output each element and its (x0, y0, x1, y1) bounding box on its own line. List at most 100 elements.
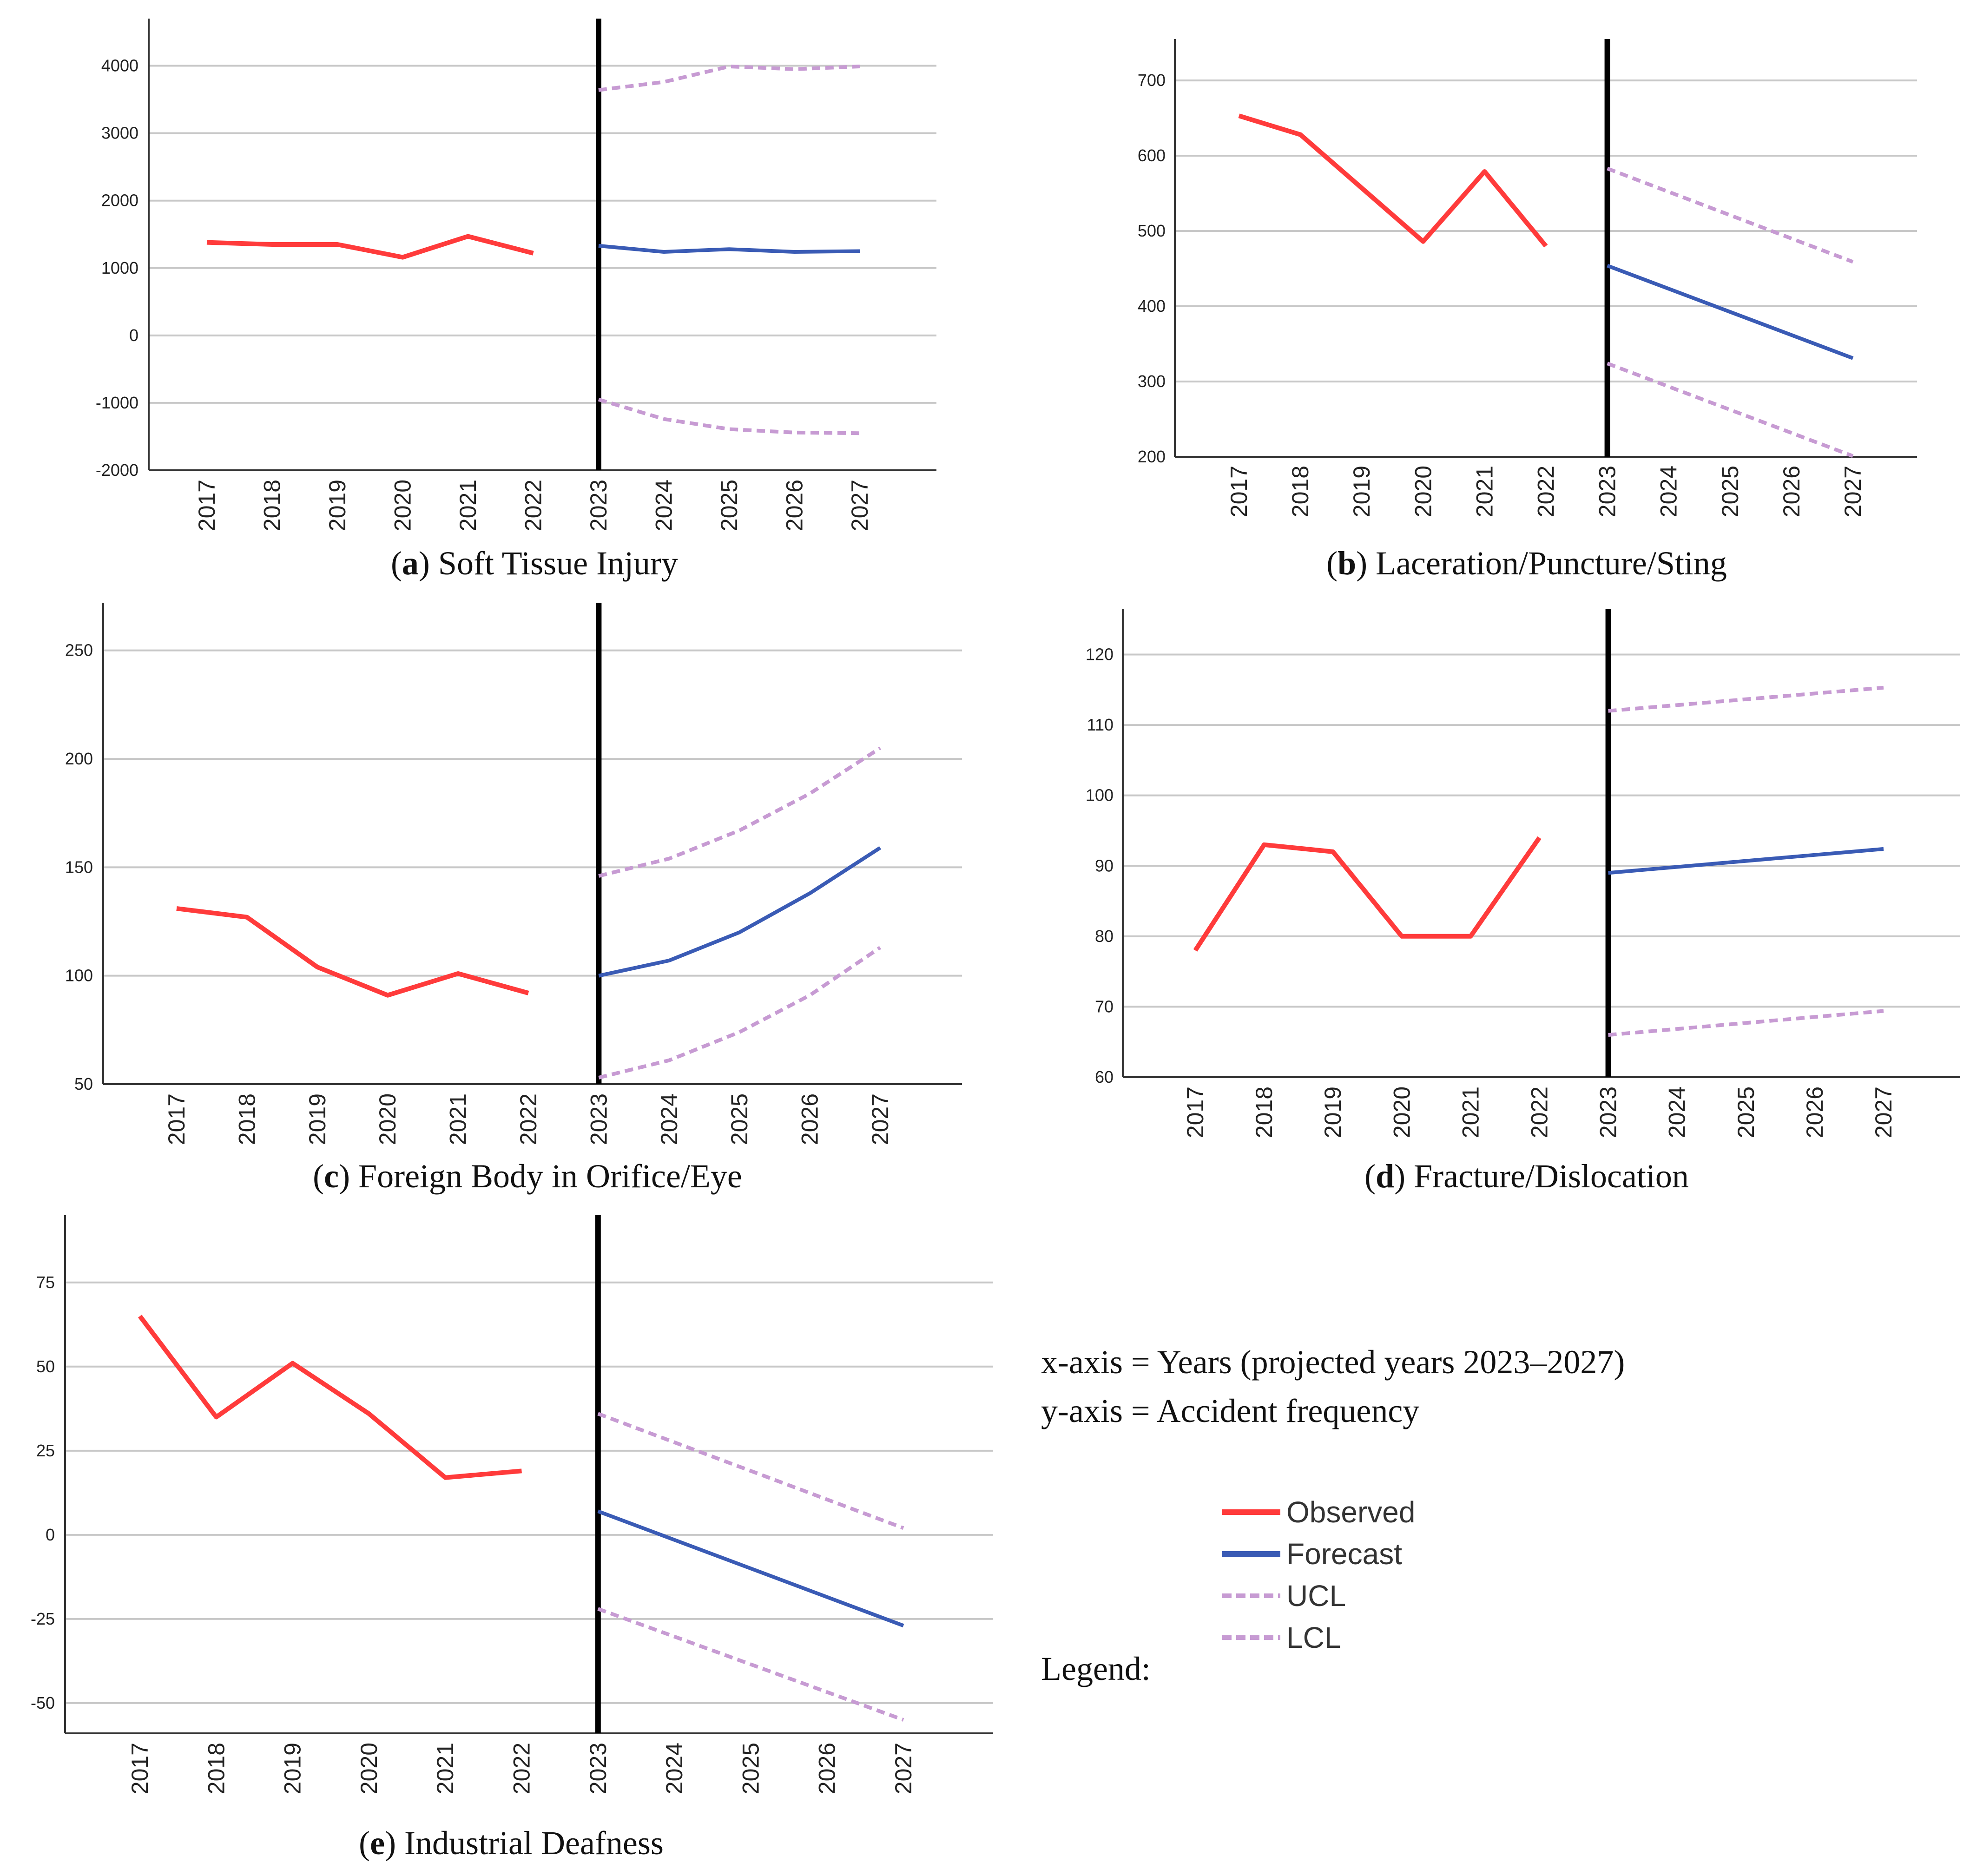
caption-paren-open: ( (1364, 1158, 1376, 1195)
legend: Observed Forecast UCL LCL (1222, 1495, 1415, 1654)
caption-letter: e (370, 1824, 385, 1862)
y-tick-label: 250 (65, 641, 93, 660)
y-tick-label: 100 (65, 966, 93, 985)
y-tick-label: 700 (1138, 71, 1166, 90)
x-tick-label: 2022 (521, 480, 547, 531)
legend-item-lcl: LCL (1222, 1621, 1341, 1654)
x-tick-label: 2017 (194, 480, 220, 531)
caption-paren-open: ( (359, 1824, 370, 1862)
x-tick-label: 2025 (1733, 1086, 1759, 1138)
x-tick-label: 2027 (847, 480, 873, 531)
y-tick-label: 500 (1138, 221, 1166, 240)
x-tick-label: 2019 (324, 480, 350, 531)
x-tick-label: 2021 (1471, 466, 1497, 517)
x-tick-label: 2019 (1320, 1086, 1346, 1138)
y-tick-label: 600 (1138, 146, 1166, 165)
x-tick-label: 2025 (716, 480, 742, 531)
legend-item-observed: Observed (1222, 1495, 1415, 1529)
series-line-forecast (598, 846, 882, 978)
x-tick-label: 2024 (1656, 466, 1682, 517)
legend-label: Legend: (1041, 1650, 1151, 1687)
series-line-ucl (598, 65, 860, 92)
y-tick-label: 200 (1138, 447, 1166, 466)
y-tick-label: 75 (36, 1273, 55, 1292)
y-tick-label: 400 (1138, 296, 1166, 316)
x-tick-label: 2024 (656, 1093, 682, 1145)
series-line-forecast (1608, 847, 1884, 875)
x-axis-note: x-axis = Years (projected years 2023–202… (1041, 1343, 1625, 1381)
x-tick-label: 2027 (890, 1743, 916, 1794)
legend-item-forecast: Forecast (1222, 1537, 1402, 1571)
x-tick-label: 2021 (455, 480, 481, 531)
legend-label-text: Observed (1286, 1495, 1415, 1529)
x-tick-label: 2021 (445, 1093, 471, 1145)
caption-title: Laceration/Puncture/Sting (1376, 545, 1727, 582)
caption-title: Soft Tissue Injury (438, 545, 678, 582)
chart-panel-a: -2000 -1000 0 1000 2000 3000 4000 2017 2018 2019 2… (96, 19, 936, 582)
panel-caption: (e) Industrial Deafness (359, 1824, 664, 1862)
x-tick-label: 2024 (1664, 1086, 1690, 1138)
chart-panel-d: 60 70 80 90 100 110 120 2017 2018 2019 2020 2021 202… (1086, 609, 1960, 1195)
caption-title: Fracture/Dislocation (1414, 1158, 1689, 1195)
legend-item-ucl: UCL (1222, 1579, 1346, 1613)
x-tick-label: 2027 (1840, 466, 1866, 517)
axis-notes: x-axis = Years (projected years 2023–202… (1041, 1343, 1625, 1429)
y-tick-label: 2000 (101, 191, 138, 210)
series-line-lcl (598, 397, 860, 435)
y-tick-label: -2000 (96, 461, 138, 480)
x-tick-label: 2018 (259, 480, 285, 531)
x-tick-label: 2018 (203, 1743, 229, 1794)
x-tick-label: 2026 (1802, 1086, 1828, 1138)
x-tick-label: 2025 (1717, 466, 1743, 517)
x-tick-label: 2025 (726, 1093, 752, 1145)
x-tick-label: 2019 (304, 1093, 330, 1145)
y-tick-label: 300 (1138, 372, 1166, 391)
y-tick-label: -25 (31, 1609, 55, 1628)
x-tick-label: 2017 (164, 1093, 190, 1145)
chart-panel-b: 200 300 400 500 600 700 2017 2018 2019 2020 2021 20… (1138, 39, 1917, 582)
caption-paren-close: ) (1394, 1158, 1414, 1195)
x-tick-label: 2017 (127, 1743, 153, 1794)
legend-label-text: UCL (1286, 1579, 1346, 1613)
caption-paren-open: ( (313, 1158, 324, 1195)
panel-caption: (c) Foreign Body in Orifice/Eye (313, 1158, 742, 1195)
panel-caption: (a) Soft Tissue Injury (391, 545, 678, 582)
x-tick-label: 2020 (390, 480, 416, 531)
x-tick-label: 2022 (1527, 1086, 1553, 1138)
x-tick-label: 2025 (738, 1743, 764, 1794)
legend-label-text: LCL (1286, 1621, 1341, 1654)
series-line-observed (176, 906, 529, 998)
x-tick-label: 2020 (356, 1743, 382, 1794)
caption-paren-close: ) (385, 1824, 404, 1862)
y-tick-label: 90 (1095, 856, 1113, 875)
series-line-forecast (598, 244, 860, 254)
x-tick-label: 2020 (1410, 466, 1436, 517)
series-line-lcl (597, 1607, 904, 1722)
y-tick-label: 50 (74, 1074, 93, 1093)
y-tick-label: 60 (1095, 1067, 1113, 1086)
x-tick-label: 2021 (1457, 1086, 1483, 1138)
x-tick-label: 2021 (432, 1743, 458, 1794)
y-tick-label: 50 (36, 1357, 55, 1376)
caption-paren-open: ( (391, 545, 402, 582)
x-tick-label: 2020 (375, 1093, 401, 1145)
y-tick-label: 80 (1095, 927, 1113, 946)
series-line-forecast (1607, 263, 1854, 360)
x-tick-label: 2023 (1595, 1086, 1621, 1138)
caption-letter: a (402, 545, 419, 582)
x-tick-label: 2027 (1871, 1086, 1897, 1138)
x-tick-label: 2022 (509, 1743, 535, 1794)
x-tick-label: 2024 (661, 1743, 687, 1794)
x-tick-label: 2027 (867, 1093, 893, 1145)
x-tick-label: 2018 (1251, 1086, 1277, 1138)
y-tick-label: -1000 (96, 393, 138, 412)
x-tick-label: 2026 (782, 480, 808, 531)
series-line-ucl (598, 746, 882, 878)
series-line-observed (1238, 113, 1548, 248)
caption-title: Foreign Body in Orifice/Eye (358, 1158, 742, 1195)
y-tick-label: 70 (1095, 997, 1113, 1016)
caption-letter: b (1337, 545, 1356, 582)
legend-label-text: Forecast (1286, 1537, 1402, 1571)
series-line-lcl (1608, 1009, 1884, 1037)
